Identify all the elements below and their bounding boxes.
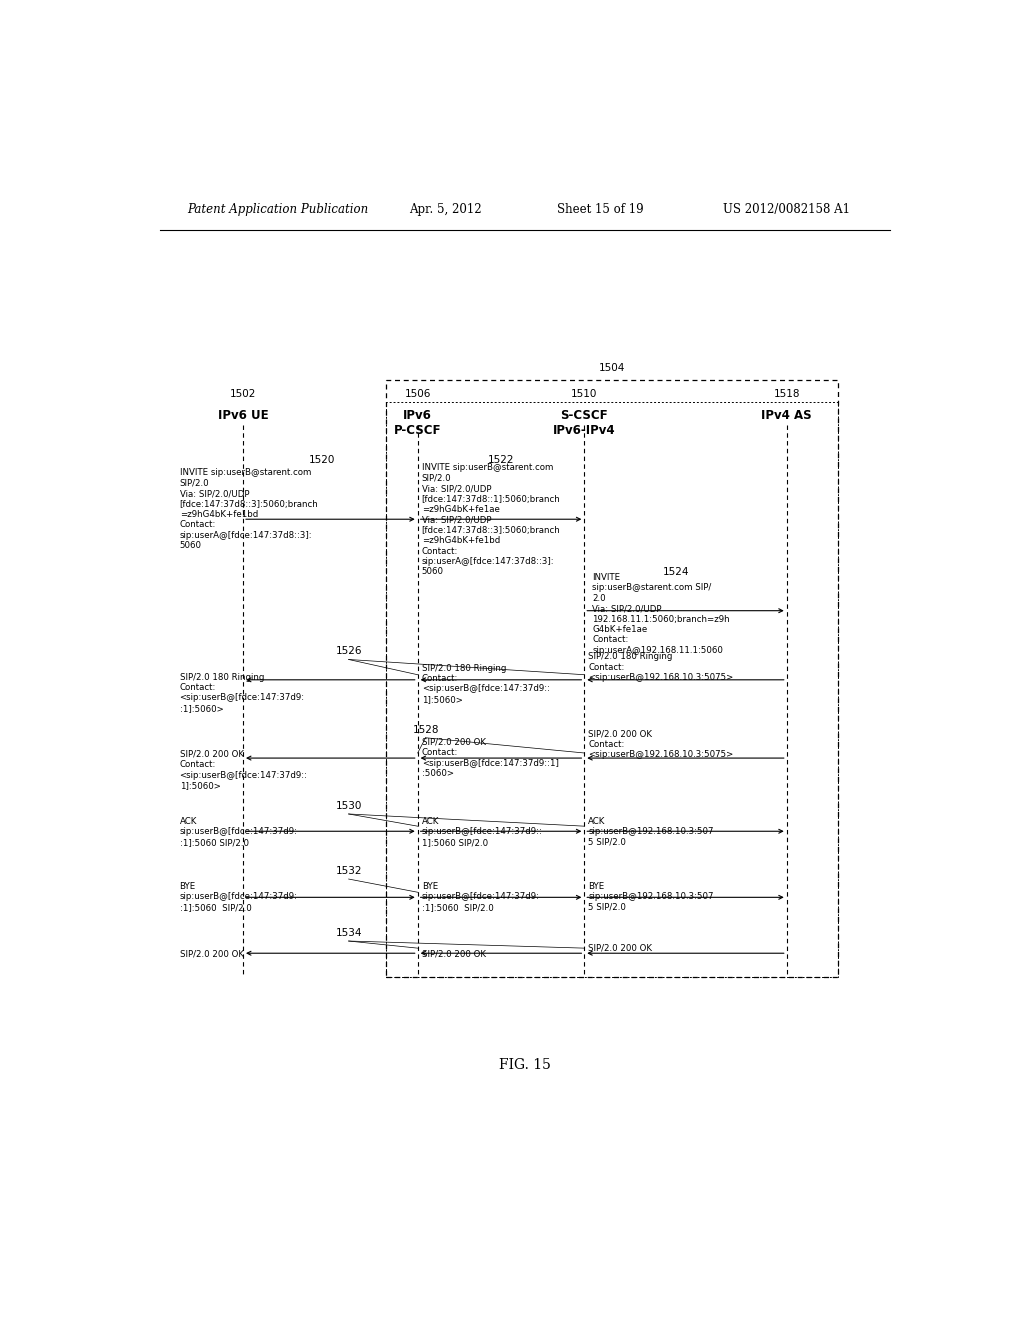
- Text: SIP/2.0 200 OK: SIP/2.0 200 OK: [588, 942, 652, 952]
- Text: SIP/2.0 180 Ringing
Contact:
<sip:userB@[fdce:147:37d9::
1]:5060>: SIP/2.0 180 Ringing Contact: <sip:userB@…: [422, 664, 550, 704]
- Text: Patent Application Publication: Patent Application Publication: [187, 203, 369, 215]
- Text: INVITE sip:userB@starent.com
SIP/2.0
Via: SIP/2.0/UDP
[fdce:147:37d8::1]:5060;br: INVITE sip:userB@starent.com SIP/2.0 Via…: [422, 463, 560, 577]
- Text: BYE
sip:userB@192.168.10.3:507
5 SIP/2.0: BYE sip:userB@192.168.10.3:507 5 SIP/2.0: [588, 882, 714, 912]
- Text: SIP/2.0 180 Ringing
Contact:
<sip:userB@192.168.10.3:5075>: SIP/2.0 180 Ringing Contact: <sip:userB@…: [588, 652, 733, 682]
- Bar: [386, 380, 839, 977]
- Text: SIP/2.0 200 OK
Contact:
<sip:userB@192.168.10.3:5075>: SIP/2.0 200 OK Contact: <sip:userB@192.1…: [588, 730, 733, 759]
- Text: ACK
sip:userB@[fdce:147:37d9:
:1]:5060 SIP/2.0: ACK sip:userB@[fdce:147:37d9: :1]:5060 S…: [179, 817, 298, 847]
- Text: 1502: 1502: [229, 389, 256, 399]
- Text: 1504: 1504: [599, 363, 626, 372]
- Text: INVITE sip:userB@starent.com
SIP/2.0
Via: SIP/2.0/UDP
[fdce:147:37d8::3]:5060;br: INVITE sip:userB@starent.com SIP/2.0 Via…: [179, 469, 318, 550]
- Text: SIP/2.0 200 OK: SIP/2.0 200 OK: [179, 949, 244, 958]
- Text: SIP/2.0 200 OK
Contact:
<sip:userB@[fdce:147:37d9::1]
:5060>: SIP/2.0 200 OK Contact: <sip:userB@[fdce…: [422, 738, 558, 777]
- Text: US 2012/0082158 A1: US 2012/0082158 A1: [723, 203, 850, 215]
- Text: 1534: 1534: [336, 928, 361, 939]
- Text: 1506: 1506: [404, 389, 431, 399]
- Text: Apr. 5, 2012: Apr. 5, 2012: [410, 203, 481, 215]
- Text: S-CSCF
IPv6-IPv4: S-CSCF IPv6-IPv4: [553, 409, 615, 437]
- Text: 1524: 1524: [663, 568, 689, 577]
- Text: FIG. 15: FIG. 15: [499, 1059, 551, 1072]
- Text: 1520: 1520: [309, 455, 336, 466]
- Text: 1532: 1532: [336, 866, 361, 876]
- Text: INVITE
sip:userB@starent.com SIP/
2.0
Via: SIP/2.0/UDP
192.168.11.1:5060;branch=: INVITE sip:userB@starent.com SIP/ 2.0 Vi…: [592, 573, 730, 655]
- Text: SIP/2.0 200 OK: SIP/2.0 200 OK: [422, 949, 485, 958]
- Text: 1530: 1530: [336, 801, 361, 810]
- Text: IPv4 AS: IPv4 AS: [762, 409, 812, 422]
- Text: BYE
sip:userB@[fdce:147:37d9:
:1]:5060  SIP/2.0: BYE sip:userB@[fdce:147:37d9: :1]:5060 S…: [422, 882, 540, 912]
- Text: 1528: 1528: [413, 725, 439, 735]
- Text: BYE
sip:userB@[fdce:147:37d9:
:1]:5060  SIP/2.0: BYE sip:userB@[fdce:147:37d9: :1]:5060 S…: [179, 882, 298, 912]
- Text: 1522: 1522: [487, 455, 514, 466]
- Bar: [386, 403, 839, 977]
- Text: Sheet 15 of 19: Sheet 15 of 19: [557, 203, 643, 215]
- Text: 1510: 1510: [571, 389, 598, 399]
- Text: 1526: 1526: [336, 647, 361, 656]
- Text: 1518: 1518: [773, 389, 800, 399]
- Text: SIP/2.0 180 Ringing
Contact:
<sip:userB@[fdce:147:37d9:
:1]:5060>: SIP/2.0 180 Ringing Contact: <sip:userB@…: [179, 673, 305, 713]
- Text: IPv6
P-CSCF: IPv6 P-CSCF: [394, 409, 441, 437]
- Text: SIP/2.0 200 OK
Contact:
<sip:userB@[fdce:147:37d9::
1]:5060>: SIP/2.0 200 OK Contact: <sip:userB@[fdce…: [179, 750, 307, 791]
- Text: IPv6 UE: IPv6 UE: [218, 409, 268, 422]
- Text: ACK
sip:userB@[fdce:147:37d9::
1]:5060 SIP/2.0: ACK sip:userB@[fdce:147:37d9:: 1]:5060 S…: [422, 817, 543, 847]
- Text: ACK
sip:userB@192.168.10.3:507
5 SIP/2.0: ACK sip:userB@192.168.10.3:507 5 SIP/2.0: [588, 817, 714, 847]
